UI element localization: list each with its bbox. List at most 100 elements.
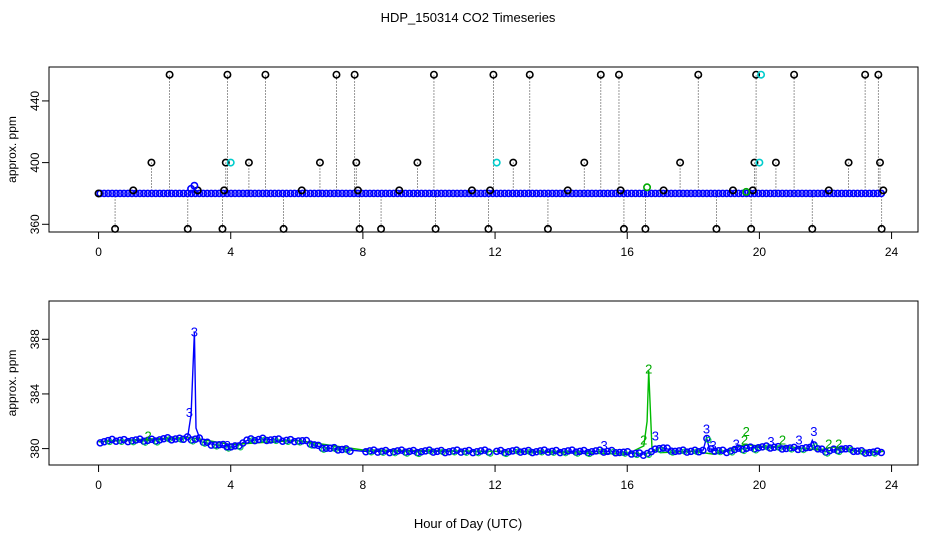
data-point — [742, 444, 751, 453]
x-tick-label: 20 — [753, 245, 767, 259]
outlier-point — [619, 224, 628, 233]
y-tick-label: 360 — [28, 214, 42, 234]
data-point — [104, 189, 112, 198]
data-point — [496, 446, 505, 455]
data-point — [833, 446, 842, 455]
data-point — [441, 448, 449, 457]
data-point — [136, 189, 144, 198]
data-point — [734, 444, 743, 452]
data-point — [437, 446, 445, 455]
data-point — [207, 189, 216, 198]
data-point — [453, 446, 461, 454]
outlier-point — [641, 224, 650, 233]
data-point — [326, 189, 334, 198]
annotation-label: 3 — [710, 438, 717, 453]
outlier-point — [220, 186, 229, 195]
data-point — [286, 189, 295, 198]
data-point — [738, 445, 747, 454]
data-point — [786, 189, 794, 198]
outlier-point — [183, 224, 192, 233]
data-point — [596, 189, 604, 198]
data-point — [96, 439, 104, 447]
data-point — [596, 446, 604, 454]
data-point — [262, 189, 271, 198]
data-point — [619, 448, 628, 456]
data-point — [258, 189, 267, 198]
data-point — [167, 189, 176, 198]
data-point — [235, 189, 243, 198]
outlier-point — [431, 224, 440, 233]
data-point — [786, 444, 794, 452]
data-point — [695, 189, 703, 198]
data-point — [806, 189, 814, 198]
data-point — [532, 189, 541, 198]
data-point — [227, 189, 235, 198]
data-point — [564, 189, 572, 198]
data-point — [401, 189, 410, 198]
data-point — [857, 189, 866, 198]
data-point — [473, 447, 481, 456]
data-point — [155, 436, 164, 444]
data-point — [334, 446, 342, 454]
data-point — [865, 189, 874, 198]
outlier-point — [824, 186, 833, 195]
data-point — [861, 449, 870, 457]
data-point — [833, 189, 842, 198]
data-point — [671, 447, 679, 456]
outlier-point — [484, 224, 493, 233]
data-point — [714, 189, 723, 198]
data-point — [457, 189, 465, 198]
annotation-label: 2 — [779, 432, 786, 447]
data-point — [298, 437, 307, 445]
annotation-label: 3 — [733, 437, 740, 452]
outlier-point — [580, 158, 589, 167]
data-point — [679, 446, 687, 454]
data-point — [409, 189, 418, 198]
outlier-point — [525, 70, 534, 79]
outlier-point — [563, 186, 572, 195]
data-point — [703, 434, 711, 443]
data-point — [552, 189, 560, 198]
outlier-point — [486, 186, 495, 195]
data-point — [705, 436, 712, 444]
x-tick-label: 12 — [488, 478, 502, 492]
data-point — [524, 189, 533, 198]
outlier-point — [861, 70, 870, 79]
data-point — [199, 438, 208, 446]
annotation-label: 3 — [600, 438, 607, 453]
data-point — [584, 448, 592, 457]
data-point — [346, 447, 354, 455]
data-point — [477, 189, 485, 198]
outlier-point — [790, 70, 799, 79]
data-point — [548, 189, 557, 198]
data-point — [818, 189, 826, 198]
marker-point — [187, 184, 196, 193]
data-point — [449, 447, 457, 455]
data-point — [239, 189, 247, 198]
data-point — [841, 189, 850, 198]
marker-point — [643, 183, 652, 192]
data-point — [136, 435, 144, 443]
annotation-label: 2 — [743, 424, 750, 439]
annotation-label: 2 — [640, 432, 647, 447]
outlier-point — [94, 189, 103, 198]
data-point — [679, 189, 687, 198]
data-point — [794, 189, 802, 198]
data-point — [524, 446, 533, 455]
data-point — [564, 447, 572, 455]
data-point — [171, 189, 180, 198]
data-point — [810, 189, 818, 198]
data-point — [695, 448, 703, 456]
data-point — [750, 445, 759, 453]
data-point — [413, 448, 422, 457]
data-point — [675, 189, 683, 198]
data-point — [223, 443, 231, 451]
data-point — [496, 189, 505, 198]
data-point — [683, 448, 691, 456]
data-point — [322, 444, 330, 453]
y-tick-label: 380 — [28, 438, 42, 458]
data-point — [175, 434, 184, 442]
data-point — [405, 447, 414, 456]
data-point — [381, 189, 390, 198]
